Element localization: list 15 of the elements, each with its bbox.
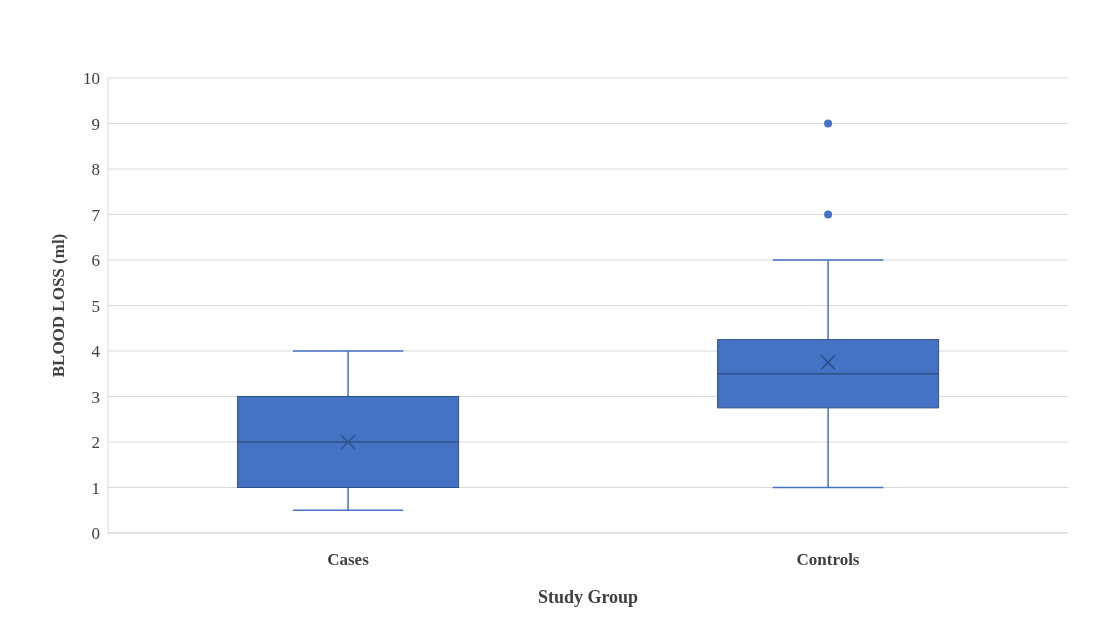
y-tick-label: 10 <box>83 69 100 89</box>
x-tick-label: Cases <box>327 550 370 570</box>
y-tick-label: 2 <box>91 433 100 453</box>
y-tick-label: 4 <box>91 342 101 362</box>
x-axis-title: Study Group <box>537 587 639 607</box>
y-tick-label: 5 <box>91 296 100 316</box>
y-tick-label: 8 <box>91 160 100 180</box>
y-tick-label: 3 <box>91 387 100 407</box>
x-tick-label: Controls <box>796 550 860 570</box>
y-tick-label: 0 <box>91 524 100 544</box>
y-axis-title: BLOOD LOSS (ml) <box>49 233 69 378</box>
y-tick-label: 9 <box>91 114 100 134</box>
y-tick-label: 7 <box>91 205 101 225</box>
y-tick-label: 6 <box>91 251 100 271</box>
y-tick-label: 1 <box>91 478 100 498</box>
